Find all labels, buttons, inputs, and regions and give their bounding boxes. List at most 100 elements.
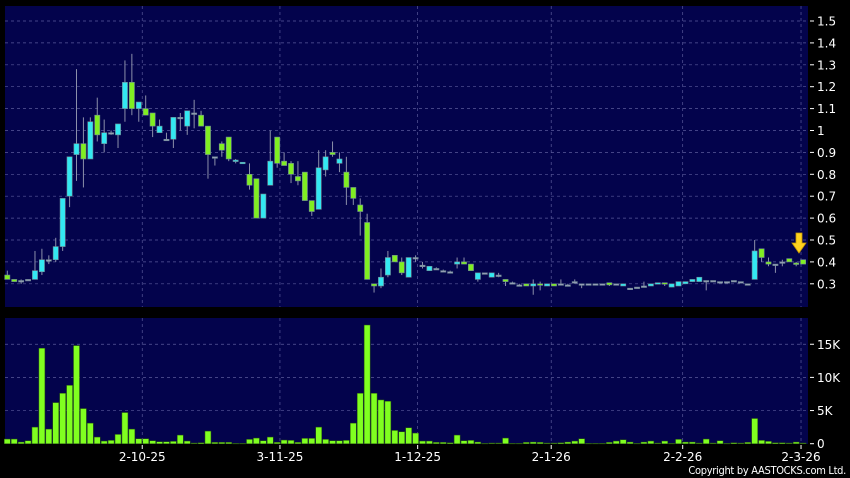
candle-body [87,121,94,160]
candle-body [647,283,654,287]
candle [405,257,412,278]
volume-bar [606,442,613,444]
candle-body [641,285,647,288]
volume-bar [550,442,558,444]
candle-body [710,280,717,283]
volume-bar [654,442,662,444]
candle [253,178,260,219]
candle-body [94,114,101,136]
candle [177,112,184,131]
candle [544,283,550,287]
candle-body [301,171,308,201]
candle-body [654,282,661,285]
candle-body [11,279,18,282]
candle-body [315,167,322,210]
volume-bar [45,428,53,444]
candle [4,270,11,280]
volume-bar [31,426,39,444]
volume-bar [121,412,129,444]
candle-body [101,132,108,144]
price-tick-label: 0.5 [817,234,836,248]
candle-body [163,138,170,142]
candle-body [232,159,239,162]
volume-bar [308,438,316,444]
candle-body [246,174,253,186]
candle-body [765,261,772,265]
volume-bar [94,436,101,444]
candle-body [412,257,419,260]
candle [793,261,800,267]
volume-bar [619,439,627,444]
price-panel [5,6,808,307]
price-tick-label: 0.3 [817,277,836,291]
volume-bar [59,393,66,444]
volume-bar [640,441,648,444]
candle-body [253,178,260,219]
candle [682,281,689,285]
candle-body [730,280,737,283]
candle [308,200,315,216]
volume-bar [80,408,87,444]
price-tick-label: 0.6 [817,212,836,226]
candle-body [378,276,384,287]
candle [322,150,329,177]
volume-bar [633,443,641,445]
volume-bar [142,438,149,444]
candle-body [198,114,204,127]
candle [94,97,101,142]
candle [779,259,786,267]
candle [384,250,391,278]
candle [627,287,633,290]
volume-bar [585,443,592,445]
volume-bar [197,442,205,444]
volume-bar [177,434,184,444]
candle-body [433,268,440,271]
candle-body [634,286,640,289]
candle [73,69,80,181]
candle [440,269,447,273]
candle-body [142,108,149,116]
candle-body [474,272,481,280]
volume-bar [377,399,385,444]
candle [357,198,364,236]
candle-body [191,112,198,115]
volume-bar [363,324,371,444]
volume-bar [336,440,343,444]
price-axis: 1.5 1.4 1.3 1.2 1.1 1 0.9 0.8 0.7 0.6 0.5 0.4 0.3 [810,15,836,291]
candle-body [73,143,80,155]
volume-bar [564,441,572,444]
price-tick-label: 1.2 [817,80,836,94]
candle [641,281,647,288]
volume-bar [273,442,281,444]
candle-body [149,112,156,127]
candle-body [391,255,398,263]
candle-body [557,283,564,286]
volume-bar [52,402,59,444]
candle-body [751,250,758,280]
candle-body [322,156,329,171]
candle [239,161,246,165]
candle [329,141,336,157]
candle [758,248,765,262]
volume-bar [488,442,495,444]
candle-body [45,259,52,262]
date-tick-label: 3-11-25 [257,450,304,464]
candle [654,282,661,285]
candle [87,117,94,160]
candle [647,283,654,287]
volume-bar [17,441,25,444]
candle [122,60,128,122]
candle [336,152,343,173]
volume-bar [613,440,620,444]
price-tick-label: 1 [817,124,825,138]
volume-bar [765,441,772,444]
candle-body [25,279,31,282]
price-tick-label: 1.3 [817,58,836,72]
candle [447,270,454,274]
volume-bar [149,440,156,444]
volume-bar [66,385,73,444]
candle [191,99,198,129]
volume-bar [211,442,219,444]
candle [696,276,703,282]
price-tick-label: 1.4 [817,36,836,50]
